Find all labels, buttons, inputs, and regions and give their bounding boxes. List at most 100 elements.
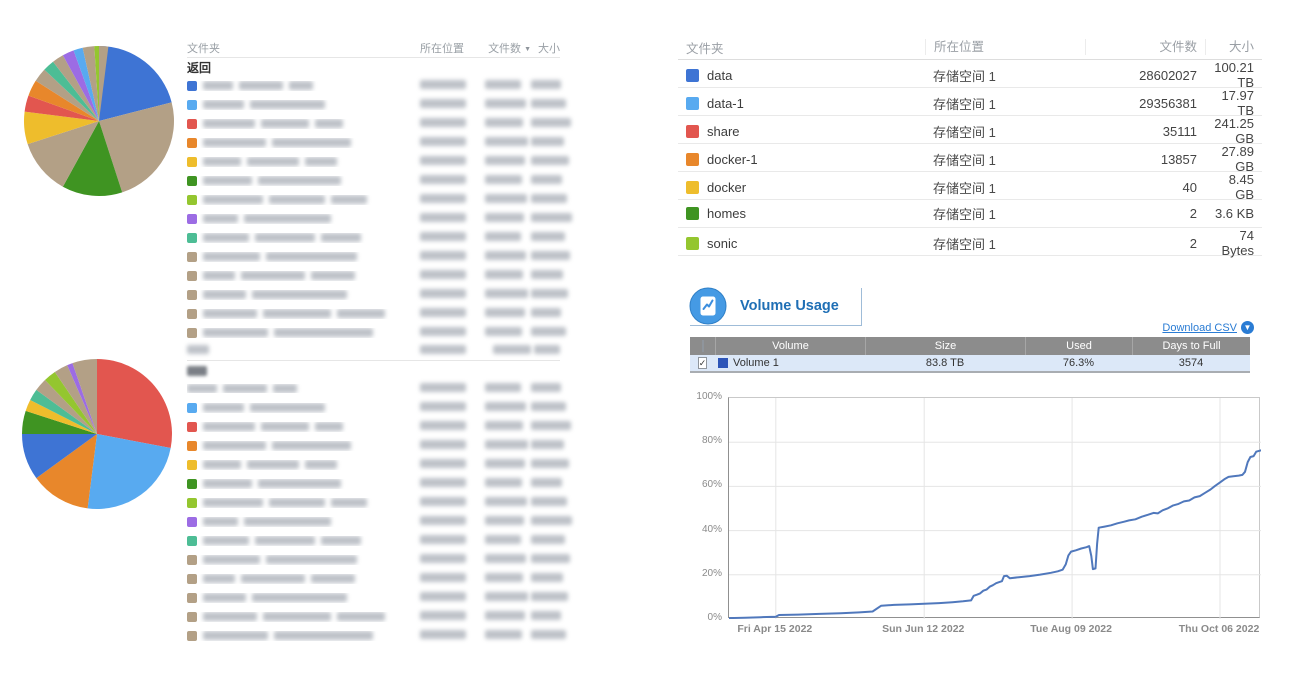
location-column-header[interactable]: 所在位置 xyxy=(420,42,464,55)
folder-row[interactable] xyxy=(187,209,572,228)
folder-row-docker-1[interactable]: docker-1 存储空间 1 13857 27.89 GB xyxy=(678,144,1262,174)
folder-color-swatch xyxy=(187,440,197,451)
folder-row[interactable] xyxy=(187,607,561,626)
folder-row[interactable] xyxy=(187,323,566,342)
folder-row[interactable] xyxy=(187,550,570,569)
folder-row[interactable] xyxy=(187,474,562,493)
volume-checkbox[interactable]: ✓ xyxy=(697,357,708,369)
folder-row[interactable] xyxy=(187,190,567,209)
folder-row[interactable] xyxy=(187,228,565,247)
folder-color-swatch xyxy=(187,80,197,91)
blurred-text xyxy=(263,309,331,318)
blurred-text xyxy=(485,117,523,127)
folder-row[interactable] xyxy=(187,266,563,285)
count-column-header[interactable]: 文件数 ▼ xyxy=(488,42,531,55)
folder-color-swatch xyxy=(187,327,197,338)
folder-row[interactable] xyxy=(187,304,561,323)
x-axis-tick-label: Sun Jun 12 2022 xyxy=(882,623,965,635)
section-title: Volume Usage xyxy=(740,298,839,314)
blurred-text xyxy=(203,233,249,242)
blurred-text xyxy=(203,157,241,166)
folder-row[interactable] xyxy=(187,247,570,266)
volume-row[interactable]: ✓ Volume 1 83.8 TB 76.3% 3574 xyxy=(690,355,1250,373)
folder-row[interactable] xyxy=(187,455,569,474)
folder-row[interactable] xyxy=(187,76,561,95)
folder-row[interactable] xyxy=(187,531,565,550)
blurred-text xyxy=(420,382,466,392)
folder-row[interactable] xyxy=(187,285,568,304)
blurred-text xyxy=(485,477,522,487)
blurred-header-count xyxy=(493,344,531,354)
blurred-text xyxy=(485,98,526,108)
count-column-header[interactable]: 文件数 xyxy=(1085,39,1205,55)
folder-row[interactable] xyxy=(187,133,564,152)
folder-color-swatch xyxy=(187,402,197,413)
pie-slice-orange xyxy=(28,80,99,121)
blurred-text xyxy=(266,252,357,261)
blurred-back-label xyxy=(187,365,207,376)
folder-name: sonic xyxy=(707,235,738,251)
blurred-text xyxy=(485,269,523,279)
blurred-text xyxy=(485,250,526,260)
blurred-text xyxy=(420,231,466,241)
size-column-header[interactable]: 大小 xyxy=(1205,39,1262,55)
download-icon[interactable]: ▼ xyxy=(1241,321,1254,334)
blurred-text xyxy=(203,328,268,337)
folder-row[interactable] xyxy=(187,588,568,607)
download-csv-link[interactable]: Download CSV xyxy=(1162,321,1237,334)
blurred-text xyxy=(420,401,466,411)
y-axis-tick-label: 80% xyxy=(701,435,722,447)
back-link[interactable]: 返回 xyxy=(187,61,212,75)
blurred-text xyxy=(420,117,466,127)
folder-count: 2 xyxy=(1189,235,1197,251)
select-all-cell[interactable] xyxy=(690,337,715,355)
folder-color-swatch xyxy=(187,516,197,527)
blurred-text xyxy=(531,420,571,430)
size-column-header[interactable]: 大小 xyxy=(538,42,560,55)
blurred-text xyxy=(258,479,341,488)
folder-row-sonic[interactable]: sonic 存储空间 1 2 74 Bytes xyxy=(678,228,1262,258)
folder-row-share[interactable]: share 存储空间 1 35111 241.25 GB xyxy=(678,116,1262,146)
folder-row-homes[interactable]: homes 存储空间 1 2 3.6 KB xyxy=(678,200,1262,228)
blurred-text xyxy=(203,100,244,109)
blurred-text xyxy=(203,252,260,261)
x-axis-tick-label: Thu Oct 06 2022 xyxy=(1178,623,1260,635)
location-column-header[interactable]: 所在位置 xyxy=(925,39,1085,55)
folder-name: data xyxy=(707,67,733,83)
folder-row[interactable] xyxy=(187,95,566,114)
volume-usage-line-chart xyxy=(728,397,1262,620)
folder-column-header[interactable]: 文件夹 xyxy=(686,41,724,56)
blurred-text xyxy=(331,195,367,204)
folder-row-docker[interactable]: docker 存储空间 1 40 8.45 GB xyxy=(678,172,1262,202)
usage-series-line xyxy=(728,449,1262,620)
folder-row[interactable] xyxy=(187,626,566,645)
folder-row[interactable] xyxy=(187,114,571,133)
blurred-text xyxy=(272,138,351,147)
volume-size: 83.8 TB xyxy=(925,357,965,369)
volume-color-swatch xyxy=(718,358,728,368)
folder-row[interactable] xyxy=(187,152,569,171)
folder-row[interactable] xyxy=(187,171,562,190)
days-to-full-column-header: Days to Full xyxy=(1132,337,1250,355)
folder-row[interactable] xyxy=(187,493,567,512)
folder-row[interactable] xyxy=(187,398,566,417)
blurred-text xyxy=(531,591,568,601)
folder-name: docker xyxy=(707,179,747,195)
blurred-text xyxy=(531,250,570,260)
folder-row[interactable] xyxy=(187,512,572,531)
back-link-blurred[interactable] xyxy=(187,362,560,379)
folder-row[interactable] xyxy=(187,436,564,455)
folder-row[interactable] xyxy=(187,379,561,398)
folder-row[interactable] xyxy=(187,417,571,436)
pie-slice-lime xyxy=(94,46,99,121)
pie-slice-purple xyxy=(62,50,99,121)
folder-row-data[interactable]: data 存储空间 1 28602027 100.21 TB xyxy=(678,60,1262,90)
blurred-text xyxy=(485,629,522,639)
folder-row[interactable] xyxy=(187,569,563,588)
folder-count: 40 xyxy=(1182,179,1197,195)
folder-column-header[interactable]: 文件夹 xyxy=(187,42,220,55)
blurred-text xyxy=(485,136,528,146)
select-all-checkbox[interactable] xyxy=(701,340,704,352)
folder-row-data-1[interactable]: data-1 存储空间 1 29356381 17.97 TB xyxy=(678,88,1262,118)
blurred-text xyxy=(239,81,283,90)
